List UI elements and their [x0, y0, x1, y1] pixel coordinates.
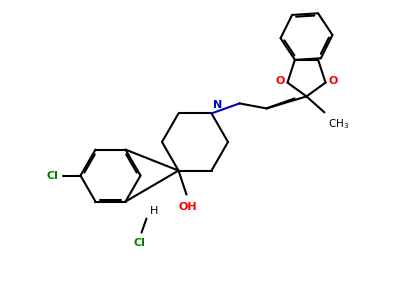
Text: OH: OH — [178, 202, 197, 212]
Text: Cl: Cl — [47, 171, 58, 181]
Text: N: N — [214, 100, 223, 110]
Text: CH$_3$: CH$_3$ — [328, 117, 349, 131]
Text: O: O — [328, 76, 338, 85]
Text: Cl: Cl — [134, 238, 146, 248]
Text: H: H — [150, 206, 158, 216]
Text: O: O — [275, 76, 284, 85]
